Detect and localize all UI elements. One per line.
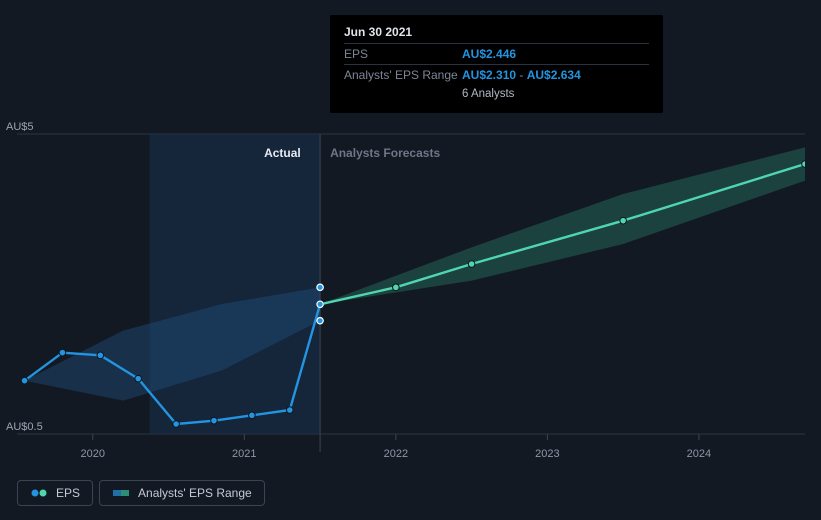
legend-swatch-icon [112,488,130,498]
legend-swatch-icon [30,488,48,498]
legend-item-label: EPS [56,486,80,500]
tooltip-row-label: EPS [344,44,462,65]
legend-item-label: Analysts' EPS Range [138,486,252,500]
x-axis-tick-label: 2022 [384,448,408,460]
tooltip: Jun 30 2021 EPS AU$2.446 Analysts' EPS R… [330,15,663,113]
x-axis-tick-label: 2023 [535,448,559,460]
region-label-forecast: Analysts Forecasts [330,146,440,160]
tooltip-row-label: Analysts' EPS Range [344,65,462,86]
tooltip-row-value-range: AU$2.310 - AU$2.634 [462,65,649,86]
eps-chart[interactable] [17,120,805,460]
x-axis-tick-label: 2021 [232,448,256,460]
tooltip-date: Jun 30 2021 [344,25,649,43]
legend-item-eps[interactable]: EPS [17,480,93,506]
legend-item-range[interactable]: Analysts' EPS Range [99,480,265,506]
tooltip-row-sub: 6 Analysts [462,85,649,103]
tooltip-row-value: AU$2.446 [462,44,649,65]
x-axis-tick-label: 2020 [81,448,105,460]
legend: EPS Analysts' EPS Range [17,480,265,506]
region-label-actual: Actual [264,146,301,160]
tooltip-table: EPS AU$2.446 Analysts' EPS Range AU$2.31… [344,43,649,103]
x-axis-tick-label: 2024 [687,448,711,460]
chart-svg [17,120,805,460]
